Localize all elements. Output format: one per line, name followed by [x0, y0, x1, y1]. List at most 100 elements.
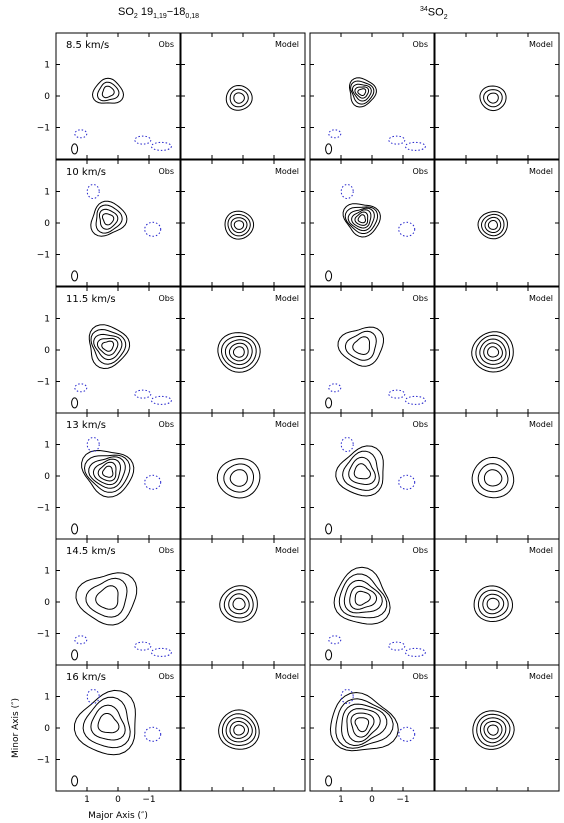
panel-r1-c1: Model: [180, 159, 306, 287]
negative-contour: [134, 135, 152, 145]
negative-contour: [86, 184, 100, 199]
panel-r1-c2: Obs: [309, 159, 435, 287]
panel-r1-c3: Model: [434, 159, 560, 287]
positive-contour: [477, 211, 508, 240]
positive-contour: [486, 597, 500, 611]
iso-title-sub: 2: [443, 13, 448, 21]
positive-contour: [352, 336, 370, 356]
positive-contour: [487, 724, 499, 736]
panel-frame: [434, 412, 560, 540]
positive-contour: [71, 397, 79, 409]
so2-title-mid: −18: [166, 6, 186, 18]
y-tick-label: −1: [37, 378, 50, 388]
positive-contour: [476, 713, 511, 747]
panel-r0-c0: Obs 1 0 −1 8.5 km/s: [37, 32, 181, 160]
panel-r5-c2: Obs 1 0 −1: [309, 664, 435, 805]
negative-contour: [404, 141, 426, 151]
positive-contour: [353, 463, 372, 480]
positive-contour: [233, 724, 246, 736]
y-tick-label: 1: [44, 441, 50, 451]
positive-contour: [101, 85, 115, 99]
positive-contour: [218, 709, 260, 750]
x-tick-label: −1: [396, 795, 409, 805]
positive-contour: [473, 585, 514, 623]
model-label: Model: [529, 672, 553, 681]
positive-contour: [354, 211, 369, 226]
iso-title-main: SO: [427, 6, 444, 19]
velocity-label: 10 km/s: [66, 167, 106, 178]
positive-contour: [354, 590, 371, 606]
panel-r2-c0: Obs 1 0 −1 11.5 km/s: [37, 286, 181, 414]
panel-frame: [434, 32, 560, 160]
panel-frame: [180, 538, 306, 666]
positive-contour: [479, 85, 507, 112]
y-tick-label: −1: [37, 504, 50, 514]
positive-contour: [224, 210, 255, 240]
positive-contour: [216, 458, 261, 499]
positive-contour: [225, 717, 253, 743]
positive-contour: [96, 337, 119, 356]
positive-contour: [483, 342, 503, 362]
positive-contour: [337, 326, 385, 367]
positive-contour: [232, 597, 246, 611]
positive-contour: [233, 92, 245, 104]
panel-r3-c3: Model: [434, 412, 560, 540]
panel-r3-c0: Obs 1 0 −1 13 km/s: [37, 412, 181, 540]
positive-contour: [483, 720, 503, 740]
positive-contour: [90, 704, 126, 741]
negative-contour: [86, 437, 100, 452]
positive-contour: [475, 334, 510, 369]
positive-contour: [472, 710, 515, 750]
panel-frame: [55, 159, 181, 287]
so2-title: SO2 191,19−180,18: [118, 6, 199, 20]
panel-frame: [434, 286, 560, 414]
panel-r5-c0: Obs 1 0 −1 16 km/s 1 0 −1: [37, 664, 181, 805]
negative-contour: [340, 184, 354, 199]
positive-contour: [335, 445, 384, 497]
positive-contour: [228, 593, 250, 615]
obs-label: Obs: [158, 167, 174, 176]
panel-frame: [434, 664, 560, 792]
positive-contour: [471, 456, 515, 499]
panel-frame: [309, 412, 435, 540]
positive-contour: [71, 143, 79, 155]
y-tick-label: −1: [37, 756, 50, 766]
positive-contour: [342, 450, 380, 491]
y-tick-label: 1: [44, 567, 50, 577]
positive-contour: [329, 691, 399, 752]
positive-contour: [90, 200, 128, 237]
model-label: Model: [275, 294, 299, 303]
positive-contour: [352, 83, 372, 102]
positive-contour: [71, 775, 79, 787]
positive-contour: [335, 698, 394, 749]
positive-contour: [99, 208, 119, 230]
positive-contour: [223, 463, 254, 493]
panel-r4-c3: Model: [434, 538, 560, 666]
positive-contour: [229, 469, 248, 487]
positive-contour: [354, 717, 370, 733]
y-tick-label: −1: [37, 124, 50, 134]
panel-frame: [55, 412, 181, 540]
x-tick-label: 1: [84, 795, 90, 805]
panel-r0-c1: Model: [180, 32, 306, 160]
positive-contour: [227, 214, 251, 237]
y-tick-label: 1: [44, 693, 50, 703]
obs-label: Obs: [158, 672, 174, 681]
positive-contour: [82, 696, 131, 749]
velocity-label: 13 km/s: [66, 420, 106, 431]
y-tick-label: 0: [44, 724, 50, 734]
velocity-label: 11.5 km/s: [66, 294, 116, 305]
y-tick-label: 1: [44, 188, 50, 198]
positive-contour: [88, 324, 131, 370]
positive-contour: [101, 465, 114, 478]
positive-contour: [233, 220, 245, 230]
positive-contour: [97, 461, 117, 482]
positive-contour: [471, 331, 514, 373]
positive-contour: [96, 81, 120, 102]
panel-frame: [180, 32, 306, 160]
panel-r3-c1: Model: [180, 412, 306, 540]
positive-contour: [338, 573, 388, 619]
velocity-label: 16 km/s: [66, 672, 106, 683]
positive-contour: [348, 456, 376, 486]
